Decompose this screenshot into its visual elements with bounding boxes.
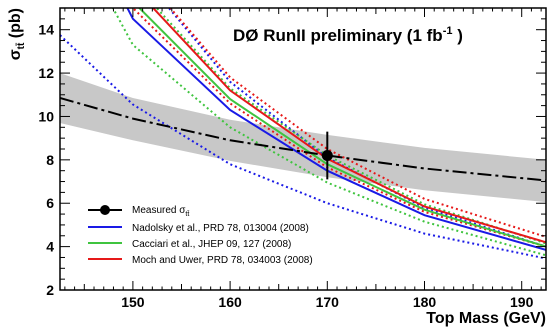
chart-title-superscript: -1 — [443, 25, 453, 37]
series-1-lower-bound — [111, 8, 546, 257]
measured-point — [321, 150, 333, 162]
x-tick-label: 150 — [121, 294, 145, 310]
legend-label-measured-subscript: tt̄ — [185, 210, 189, 218]
legend-measured-marker — [100, 205, 110, 215]
central-layer — [60, 97, 546, 182]
x-axis-title: Top Mass (GeV) — [426, 310, 546, 327]
y-axis-title-unit: (pb) — [7, 8, 24, 43]
legend: Measured σtt̄ Nadolsky et al., PRD 78, 0… — [88, 205, 313, 266]
series-0-central-line — [126, 8, 546, 251]
x-tick-label: 180 — [413, 294, 437, 310]
y-tick-label: 10 — [38, 108, 54, 124]
band-central-line — [60, 97, 546, 182]
chart-title-end: ) — [452, 26, 462, 45]
y-tick-label: 4 — [46, 239, 54, 255]
legend-label-moch: Moch and Uwer, PRD 78, 034003 (2008) — [132, 255, 313, 266]
y-tick-label: 6 — [46, 195, 54, 211]
y-tick-label: 2 — [46, 282, 54, 298]
legend-label-cacciari: Cacciari et al., JHEP 09, 127 (2008) — [132, 239, 291, 250]
x-tick-label: 160 — [218, 294, 242, 310]
y-axis-title: σtt̄ (pb) — [7, 8, 27, 60]
point-layer — [321, 131, 333, 180]
y-axis-title-subscript: tt̄ — [15, 42, 27, 49]
y-tick-label: 8 — [46, 152, 54, 168]
chart-title: DØ RunII preliminary (1 fb-1 ) — [233, 25, 463, 45]
series-2-central-line — [151, 8, 546, 244]
x-tick-label: 170 — [316, 294, 340, 310]
tick-layer: 150 160 170 180 190 2 4 6 8 10 12 14 — [38, 7, 546, 310]
series-1-upper-bound — [155, 8, 546, 245]
series-layer — [60, 8, 546, 260]
legend-label-nadolsky: Nadolsky et al., PRD 78, 013004 (2008) — [132, 223, 309, 234]
y-tick-label: 14 — [38, 22, 54, 38]
x-tick-label: 190 — [510, 294, 534, 310]
series-0-lower-bound — [60, 34, 546, 260]
series-1-central-line — [137, 8, 546, 248]
y-tick-label: 12 — [38, 65, 54, 81]
legend-label-measured: Measured σtt̄ — [132, 205, 189, 218]
